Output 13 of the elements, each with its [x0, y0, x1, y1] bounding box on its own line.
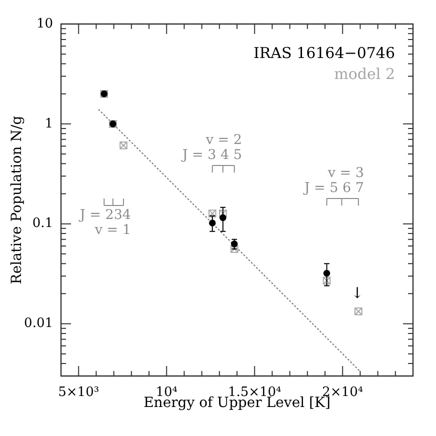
annotation: ↓	[351, 284, 364, 302]
y-tick-label: 0.01	[24, 316, 53, 332]
text: model 2	[334, 64, 395, 83]
annotation: v = 2 J = 3 4 5	[180, 132, 242, 163]
annotation: J = 234 v = 1	[78, 207, 131, 238]
y-tick-label: 1	[44, 116, 53, 132]
text: IRAS 16164−0746	[253, 44, 395, 62]
y-axis-title: Relative Population N/g	[9, 116, 26, 284]
x-tick-label: 10⁴	[156, 385, 178, 400]
x-tick-label: 5×10³	[58, 385, 100, 400]
annotation: v = 3 J = 5 6 7	[302, 165, 364, 196]
y-tick-label: 10	[36, 16, 53, 32]
y-tick-label: 0.1	[32, 216, 53, 232]
